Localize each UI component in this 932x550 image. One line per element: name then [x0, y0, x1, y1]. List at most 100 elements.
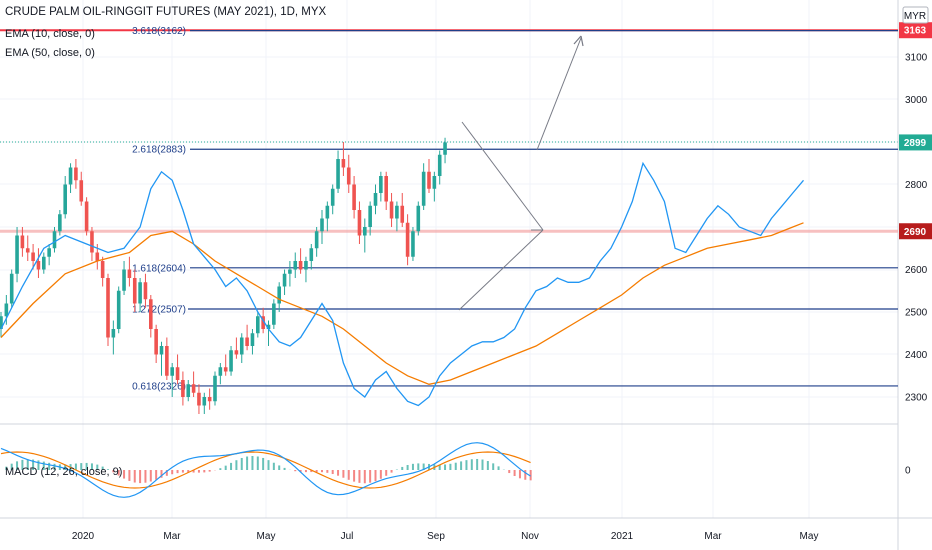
target-arrow-line	[536, 37, 582, 151]
candle-body	[127, 269, 132, 278]
macd-hist-bar	[74, 463, 77, 470]
candle-body	[379, 176, 383, 193]
macd-hist-bar	[358, 470, 361, 483]
candle-body	[47, 248, 51, 257]
macd-hist-bar	[262, 457, 265, 470]
candle-body	[52, 231, 57, 249]
x-tick-label: 2021	[611, 531, 634, 542]
macd-hist-bar	[107, 469, 109, 470]
fib-label: 1.272(2507)	[132, 305, 186, 316]
x-tick-label: Nov	[521, 531, 539, 542]
candle-body	[411, 231, 415, 257]
macd-hist-bar	[48, 462, 51, 470]
macd-hist-bar	[256, 456, 259, 470]
macd-hist-bar	[353, 470, 356, 482]
candle-body	[389, 201, 394, 219]
candle-body	[234, 350, 239, 355]
candle-body	[384, 176, 388, 202]
macd-hist-bar	[299, 470, 302, 472]
candle-body	[106, 278, 110, 338]
macd-hist-bar	[304, 470, 307, 473]
y-axis-ticks: 2300240025002600270028002900300031000	[905, 53, 928, 477]
macd-hist-bar	[470, 459, 473, 470]
candle-body	[122, 269, 126, 291]
fib-levels[interactable]: 3.618(3162) 2.618(2883) 1.618(2604) 1.272(2…	[132, 26, 898, 392]
ema10-line	[0, 161, 804, 407]
macd-hist-bar	[449, 463, 452, 470]
macd-hist-bar	[422, 463, 425, 470]
macd-hist-bar	[224, 465, 227, 470]
fib-label: 2.618(2883)	[132, 145, 186, 156]
macd-hist-bar	[144, 470, 147, 483]
macd-hist-bar	[294, 470, 297, 472]
candle-body	[42, 256, 46, 270]
candle-body	[368, 205, 372, 227]
macd-hist-bar	[390, 470, 393, 473]
macd-line	[0, 442, 531, 498]
macd-hist-bar	[85, 462, 88, 470]
horizontal-lines[interactable]	[0, 29, 898, 233]
macd-hist-bar	[524, 470, 527, 480]
ema10-legend[interactable]: EMA (10, close, 0)	[5, 28, 95, 40]
ema50-legend[interactable]: EMA (50, close, 0)	[5, 47, 95, 59]
y-tick-label: 3000	[905, 95, 928, 106]
macd-hist-bar	[5, 466, 8, 470]
candle-body	[325, 205, 330, 219]
macd-hist-bar	[486, 461, 489, 470]
candle-body	[261, 316, 265, 329]
price-label-box	[899, 223, 932, 240]
y-tick-label: 3100	[905, 53, 928, 64]
macd-hist-bar	[197, 470, 200, 473]
macd-hist-bar	[411, 463, 414, 470]
macd-hist-bar	[192, 470, 195, 473]
candle-body	[288, 269, 292, 274]
macd-hist-bar	[117, 470, 120, 476]
candle-body	[213, 375, 217, 402]
macd-hist-bar	[385, 470, 388, 476]
macd-pane	[0, 442, 532, 498]
macd-hist-bar	[492, 463, 495, 470]
macd-hist-bar	[171, 470, 174, 475]
candle-body	[116, 290, 121, 329]
macd-hist-bar	[337, 470, 340, 476]
macd-hist-bar	[187, 470, 190, 473]
price-label: 3163	[904, 26, 927, 37]
candle-body	[272, 303, 276, 325]
candle-body	[330, 188, 335, 206]
macd-hist-bar	[529, 470, 532, 481]
macd-hist-bar	[37, 460, 40, 470]
macd-hist-bar	[240, 457, 243, 470]
candle-body	[304, 261, 308, 270]
price-label-box	[899, 22, 932, 39]
candle-body	[159, 346, 164, 355]
macd-hist-bar	[331, 470, 334, 475]
macd-hist-bar	[267, 460, 270, 470]
ema-lines	[0, 161, 804, 407]
candle-body	[293, 261, 298, 270]
candle-body	[197, 392, 201, 406]
candle-body	[245, 337, 249, 346]
x-tick-label: Sep	[427, 531, 445, 542]
candle-body	[68, 167, 73, 185]
macd-hist-bar	[278, 465, 281, 470]
macd-legend[interactable]: MACD (12, 26, close, 9)	[5, 466, 123, 478]
x-axis-ticks: 2020 Mar May Jul Sep Nov 2021 Mar May	[72, 531, 819, 542]
macd-hist-bar	[208, 470, 211, 472]
macd-hist-bar	[518, 470, 521, 479]
fib-label: 3.618(3162)	[132, 26, 186, 37]
fib-label: 1.618(2604)	[132, 263, 186, 274]
drawings[interactable]	[458, 35, 584, 311]
macd-hist-bar	[454, 462, 457, 470]
candle-body	[15, 235, 19, 274]
macd-hist-bar	[321, 470, 323, 473]
macd-hist-bar	[369, 470, 372, 483]
candle-body	[341, 159, 346, 168]
candle-body	[239, 337, 244, 355]
x-tick-label: Mar	[704, 531, 722, 542]
macd-hist-bar	[133, 470, 136, 483]
macd-hist-bar	[16, 461, 19, 470]
macd-hist-bar	[90, 463, 93, 470]
macd-hist-bar	[53, 463, 56, 470]
candle-body	[25, 248, 30, 253]
